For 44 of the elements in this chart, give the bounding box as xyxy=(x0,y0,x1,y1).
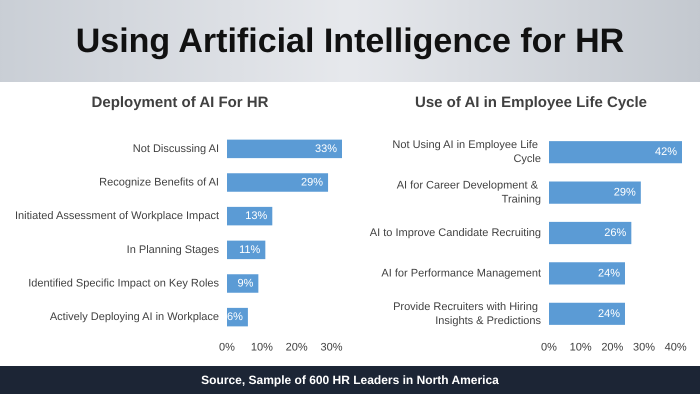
bar xyxy=(549,141,682,164)
x-tick-label: 10% xyxy=(250,342,274,354)
y-tick-label: Actively Deploying AI in Workplace xyxy=(50,311,219,324)
data-label: 26% xyxy=(604,227,627,239)
bar xyxy=(227,206,272,226)
chart-title: Deployment of AI For HR xyxy=(92,94,269,111)
data-label: 24% xyxy=(598,267,620,280)
y-tick-label: Not Using AI in Employee Life Cycle xyxy=(392,139,541,166)
y-tick-label: AI to Improve Candidate Recruiting xyxy=(370,227,541,239)
data-label: 29% xyxy=(614,186,636,199)
data-label: 24% xyxy=(598,308,620,320)
y-tick-label: AI for Performance Management xyxy=(381,267,541,280)
bar xyxy=(549,302,625,325)
y-tick-label: Provide Recruiters with Hiring Insights & Predictions xyxy=(393,300,542,327)
source-note: Source, Sample of 600 HR Leaders in North America xyxy=(201,373,499,387)
x-tick-label: 30% xyxy=(632,342,656,354)
data-label: 29% xyxy=(301,176,324,188)
bar xyxy=(227,140,342,158)
x-tick-label: 0% xyxy=(219,342,236,354)
chart-title: Use of AI in Employee Life Cycle xyxy=(414,94,648,111)
data-label: 6% xyxy=(227,311,244,324)
bar xyxy=(549,222,632,244)
bar xyxy=(549,262,625,285)
data-label: 13% xyxy=(245,210,268,222)
x-tick-label: 10% xyxy=(570,342,592,354)
x-tick-label: 20% xyxy=(601,342,624,354)
y-tick-label: Initiated Assessment of Workplace Impact xyxy=(15,210,219,222)
text: Using Artificial Intelligence for HR xyxy=(76,22,624,60)
bar xyxy=(549,181,641,204)
y-tick-label: In Planning Stages xyxy=(126,244,220,256)
y-tick-label: Recognize Benefits of AI xyxy=(99,176,219,188)
x-tick-label: 30% xyxy=(320,342,343,354)
x-tick-label: 40% xyxy=(664,342,687,354)
data-label: 33% xyxy=(314,142,338,155)
y-tick-label: Identified Specific Impact on Key Roles xyxy=(28,278,220,290)
x-tick-label: 20% xyxy=(286,342,308,354)
bar xyxy=(227,274,258,293)
y-tick-label: Not Discussing AI xyxy=(132,142,219,155)
bar xyxy=(227,173,328,192)
data-label: 11% xyxy=(239,244,261,256)
data-label: 9% xyxy=(237,278,254,290)
data-label: 42% xyxy=(654,146,678,158)
y-tick-label: AI for Career Development & Training xyxy=(396,180,541,206)
x-tick-label: 0% xyxy=(541,342,558,354)
